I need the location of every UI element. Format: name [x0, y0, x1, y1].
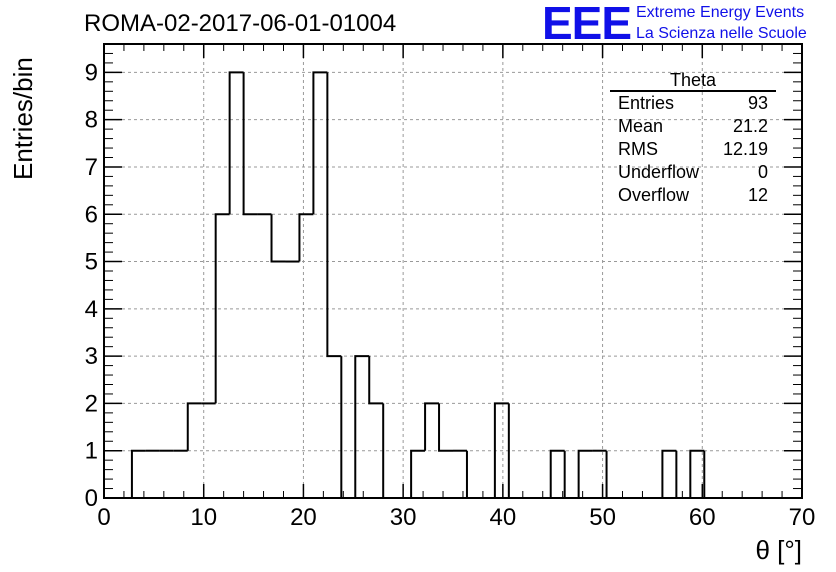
y-tick-label: 1 [85, 438, 98, 465]
logo-line-1: Extreme Energy Events [636, 4, 805, 21]
stats-value: 21.2 [732, 116, 768, 136]
histogram-bin-33 [563, 450, 579, 499]
stats-row-underflow: Underflow 0 [610, 161, 776, 184]
y-tick-label: 2 [85, 390, 98, 417]
stats-value: 93 [747, 93, 768, 113]
stats-row-mean: Mean 21.2 [610, 115, 776, 138]
histogram-bin-24 [438, 403, 453, 452]
histogram-bin-18 [354, 355, 370, 498]
histogram-bin-26 [465, 450, 481, 499]
stats-box: Theta Entries 93 Mean 21.2 RMS 12.19 Und… [610, 70, 776, 207]
x-tick-label: 20 [290, 504, 317, 531]
stats-label: Overflow [618, 185, 690, 205]
stats-label: Mean [618, 116, 664, 136]
x-tick-label: 30 [390, 504, 417, 531]
stats-row-entries: Entries 93 [610, 92, 776, 115]
y-axis-label: Entries/bin [8, 57, 38, 180]
y-tick-label: 9 [85, 59, 98, 86]
stats-value: 12.19 [722, 139, 768, 159]
histogram-bin-42 [689, 449, 705, 498]
stats-value: 0 [757, 162, 768, 182]
y-tick-label: 0 [85, 485, 98, 512]
histogram-bin-2 [130, 449, 146, 498]
y-tick-label: 8 [85, 107, 98, 134]
y-tick-labels: 0 1 2 3 4 5 6 7 8 9 [85, 59, 98, 512]
x-tick-labels: 0 10 20 30 40 50 60 70 [97, 504, 815, 531]
histogram-bin-19 [368, 356, 384, 405]
stats-label: Underflow [618, 162, 700, 182]
histogram-bin-34 [577, 449, 593, 498]
histogram-bin-8 [214, 213, 230, 404]
histogram-bin-32 [549, 449, 565, 498]
y-tick-label: 4 [85, 296, 98, 323]
x-tick-label: 60 [689, 504, 716, 531]
stats-row-overflow: Overflow 12 [610, 184, 776, 207]
histogram-bin-9 [228, 71, 244, 215]
histogram-bin-23 [424, 402, 440, 451]
histogram-bin-28 [493, 402, 509, 498]
eee-logo: EEE [542, 0, 632, 49]
logo-line-2: La Scienza nelle Scuole [636, 25, 807, 42]
stats-label: RMS [618, 139, 658, 159]
y-tick-label: 6 [85, 201, 98, 228]
histogram-bin-10 [242, 72, 258, 216]
stats-row-rms: RMS 12.19 [610, 138, 776, 161]
y-tick-label: 3 [85, 343, 98, 370]
x-tick-label: 70 [789, 504, 816, 531]
histogram-bin-22 [410, 449, 426, 498]
histogram-bin-6 [186, 402, 202, 451]
histogram-bin-41 [675, 450, 691, 499]
y-tick-label: 7 [85, 154, 98, 181]
stats-label: Entries [618, 93, 675, 113]
x-tick-label: 0 [97, 504, 110, 531]
stats-title: Theta [610, 70, 776, 92]
x-axis-label: θ [°] [755, 535, 802, 565]
histogram-bin-17 [340, 356, 356, 499]
histogram-bin-20 [382, 403, 398, 499]
histogram-bin-36 [605, 450, 621, 499]
x-tick-label: 10 [190, 504, 217, 531]
histogram-bin-15 [312, 71, 328, 215]
chart-title: ROMA-02-2017-06-01-01004 [84, 10, 397, 37]
x-tick-label: 40 [490, 504, 517, 531]
histogram-bin-16 [326, 72, 342, 358]
axis-ticks [103, 44, 803, 499]
histogram-bin-40 [661, 449, 677, 498]
y-tick-label: 5 [85, 249, 98, 276]
x-tick-label: 50 [589, 504, 616, 531]
histogram-bin-14 [298, 213, 314, 262]
histogram-bin-43 [703, 450, 719, 499]
histogram-bin-12 [270, 214, 286, 263]
stats-value: 12 [747, 185, 768, 205]
